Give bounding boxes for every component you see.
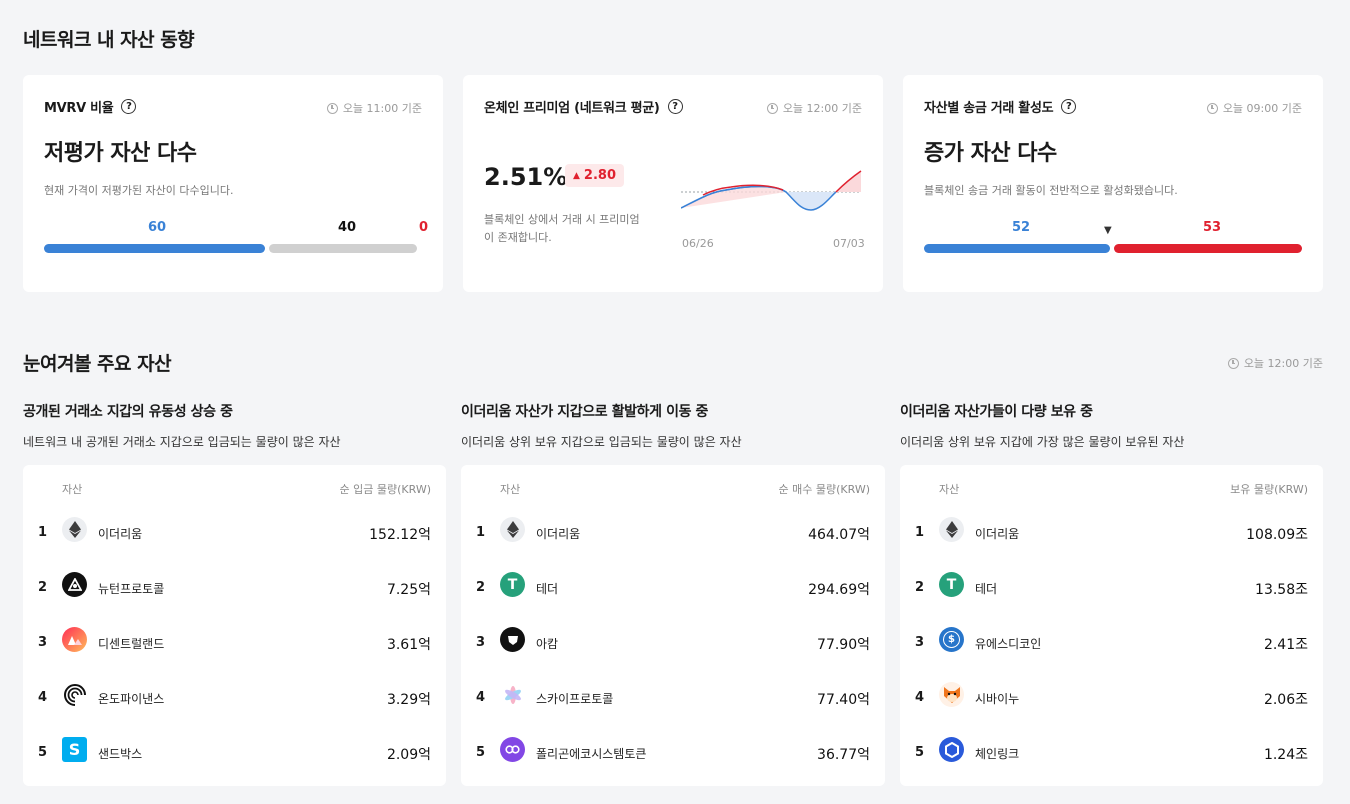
ethereum-icon [500, 517, 525, 542]
table-row[interactable]: 4 스카이프로토콜 77.40억 [461, 672, 885, 727]
help-icon[interactable]: ? [1061, 99, 1077, 114]
premium-description-line2: 이 존재합니다. [484, 231, 552, 244]
mvrv-headline: 저평가 자산 다수 [44, 141, 197, 166]
table-row[interactable]: 3 디센트럴랜드 3.61억 [23, 617, 446, 672]
marker-down-icon: ▼ [1104, 225, 1112, 236]
mvrv-description: 현재 가격이 저평가된 자산이 다수입니다. [44, 184, 234, 197]
activity-bar-increase [1114, 244, 1302, 253]
activity-value-increase: 53 [1203, 220, 1222, 235]
mvrv-timestamp: 오늘 11:00 기준 [326, 100, 422, 116]
activity-bar-decrease [924, 244, 1110, 253]
table-row[interactable]: 2 뉴턴프로토콜 7.25억 [23, 562, 446, 617]
panel1-col-asset: 자산 [62, 483, 83, 496]
panel2-description: 이더리움 상위 보유 지갑으로 입금되는 물량이 많은 자산 [461, 435, 742, 449]
premium-card: 온체인 프리미엄 (네트워크 평균) ? 오늘 12:00 기준 2.51% ▲… [463, 75, 883, 292]
shiba-icon [939, 682, 964, 707]
arkham-icon [500, 627, 525, 652]
chainlink-icon [939, 737, 964, 762]
panel2-title: 이더리움 자산가 지갑으로 활발하게 이동 중 [461, 404, 709, 420]
premium-change-value: 2.80 [583, 168, 616, 183]
table-row[interactable]: 1 이더리움 108.09조 [900, 507, 1323, 562]
table-row[interactable]: 4 시바이누 2.06조 [900, 672, 1323, 727]
sandbox-icon: S [62, 737, 87, 762]
help-icon[interactable]: ? [667, 99, 683, 114]
sky-icon [500, 682, 525, 707]
panel3-table: 자산 보유 물량(KRW) 1 이더리움 108.09조 2 T 테더 13.5… [900, 465, 1323, 786]
panel2-col-value: 순 매수 물량(KRW) [778, 483, 870, 496]
panel1-col-value: 순 입금 물량(KRW) [339, 483, 431, 496]
premium-sparkline [681, 170, 862, 211]
premium-timestamp: 오늘 12:00 기준 [766, 100, 862, 116]
activity-title: 자산별 송금 거래 활성도 ? [924, 97, 1077, 116]
mvrv-title: MVRV 비율 ? [44, 97, 137, 116]
clock-icon [1227, 357, 1239, 369]
table-row[interactable]: 4 온도파이낸스 3.29억 [23, 672, 446, 727]
panel2-col-asset: 자산 [500, 483, 521, 496]
tether-icon: T [939, 572, 964, 597]
activity-description: 블록체인 송금 거래 활동이 전반적으로 활성화됐습니다. [924, 184, 1178, 197]
decentraland-icon [62, 627, 87, 652]
panel3-col-value: 보유 물량(KRW) [1230, 483, 1308, 496]
premium-date-end: 07/03 [833, 237, 865, 250]
clock-icon [766, 102, 778, 114]
table-row[interactable]: 5 체인링크 1.24조 [900, 727, 1323, 782]
panel1-description: 네트워크 내 공개된 거래소 지갑으로 입금되는 물량이 많은 자산 [23, 435, 341, 449]
panel3-description: 이더리움 상위 보유 지갑에 가장 많은 물량이 보유된 자산 [900, 435, 1185, 449]
mvrv-title-text: MVRV 비율 [44, 101, 114, 116]
premium-title-text: 온체인 프리미엄 (네트워크 평균) [484, 101, 660, 116]
panel1-table: 자산 순 입금 물량(KRW) 1 이더리움 152.12억 2 뉴턴프로토콜 … [23, 465, 446, 786]
table-row[interactable]: 5 폴리곤에코시스템토큰 36.77억 [461, 727, 885, 782]
panel2-table: 자산 순 매수 물량(KRW) 1 이더리움 464.07억 2 T 테더 29… [461, 465, 885, 786]
clock-icon [1206, 102, 1218, 114]
table-row[interactable]: 3 $ 유에스디코인 2.41조 [900, 617, 1323, 672]
premium-title: 온체인 프리미엄 (네트워크 평균) ? [484, 97, 683, 116]
mvrv-bar-undervalued [44, 244, 265, 253]
activity-title-text: 자산별 송금 거래 활성도 [924, 101, 1054, 116]
mvrv-value-undervalued: 60 [148, 220, 167, 235]
triangle-up-icon: ▲ [573, 170, 580, 181]
clock-icon [326, 102, 338, 114]
premium-date-start: 06/26 [682, 237, 714, 250]
premium-value: 2.51% [484, 163, 568, 191]
ethereum-icon [939, 517, 964, 542]
panel1-title: 공개된 거래소 지갑의 유동성 상승 중 [23, 404, 233, 420]
help-icon[interactable]: ? [121, 99, 137, 114]
table-row[interactable]: 1 이더리움 152.12억 [23, 507, 446, 562]
panel3-col-asset: 자산 [939, 483, 960, 496]
tether-icon: T [500, 572, 525, 597]
polygon-icon [500, 737, 525, 762]
table-row[interactable]: 2 T 테더 13.58조 [900, 562, 1323, 617]
ethereum-icon [62, 517, 87, 542]
ondo-icon [62, 682, 87, 707]
mvrv-value-neutral: 40 [338, 220, 357, 235]
newton-icon [62, 572, 87, 597]
activity-card: 자산별 송금 거래 활성도 ? 오늘 09:00 기준 증가 자산 다수 블록체… [903, 75, 1323, 292]
premium-description-line1: 블록체인 상에서 거래 시 프리미엄 [484, 213, 640, 226]
table-row[interactable]: 3 아캄 77.90억 [461, 617, 885, 672]
notable-timestamp: 오늘 12:00 기준 [1227, 355, 1323, 371]
activity-headline: 증가 자산 다수 [924, 141, 1057, 166]
notable-section-title: 눈여겨볼 주요 자산 [23, 353, 172, 375]
table-row[interactable]: 2 T 테더 294.69억 [461, 562, 885, 617]
mvrv-value-overvalued: 0 [419, 220, 429, 235]
network-section-title: 네트워크 내 자산 동향 [23, 29, 195, 51]
premium-change-badge: ▲ 2.80 [565, 164, 624, 187]
activity-timestamp: 오늘 09:00 기준 [1206, 100, 1302, 116]
table-row[interactable]: 5 S 샌드박스 2.09억 [23, 727, 446, 782]
mvrv-card: MVRV 비율 ? 오늘 11:00 기준 저평가 자산 다수 현재 가격이 저… [23, 75, 443, 292]
activity-value-decrease: 52 [1012, 220, 1031, 235]
mvrv-bar-neutral [269, 244, 417, 253]
table-row[interactable]: 1 이더리움 464.07억 [461, 507, 885, 562]
panel3-title: 이더리움 자산가들이 다량 보유 중 [900, 404, 1093, 420]
usdc-icon: $ [939, 627, 964, 652]
